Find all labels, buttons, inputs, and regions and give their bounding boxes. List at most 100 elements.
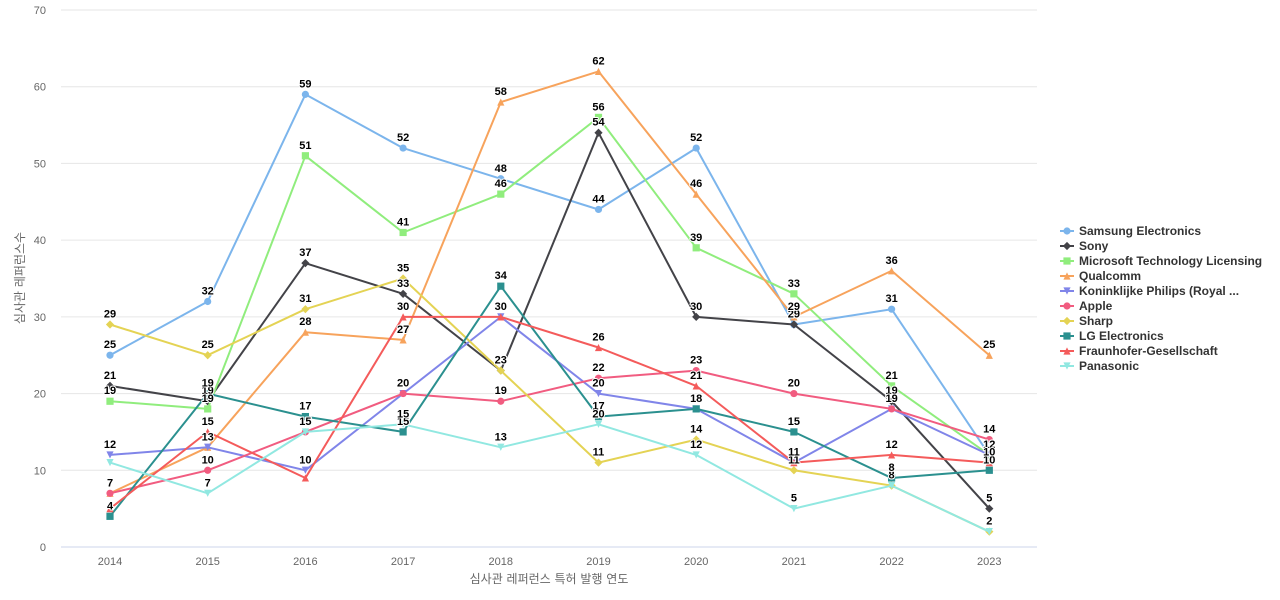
data-point-qualcomm — [888, 267, 896, 275]
data-point-samsung-electronics — [301, 90, 309, 98]
data-label-fraunhofer-gesellschaft: 10 — [983, 447, 995, 459]
y-tick-label: 10 — [34, 465, 46, 477]
data-point-apple — [594, 374, 603, 382]
x-tick-label: 2022 — [879, 556, 903, 568]
data-label-sony: 21 — [104, 370, 116, 382]
legend-item-panasonic[interactable]: Panasonic — [1060, 359, 1139, 373]
data-label-sharp: 35 — [397, 263, 409, 275]
data-label-microsoft-technology-licensing: 21 — [885, 370, 897, 382]
y-tick-label: 0 — [40, 542, 46, 554]
data-label-lg-electronics: 19 — [202, 378, 214, 390]
data-label-qualcomm: 29 — [788, 301, 800, 313]
data-label-microsoft-technology-licensing: 12 — [983, 439, 995, 451]
data-point-sony — [594, 128, 603, 137]
data-label-microsoft-technology-licensing: 41 — [397, 216, 409, 228]
data-label-apple: 19 — [885, 393, 897, 405]
legend-symbol — [1063, 332, 1071, 340]
data-label-microsoft-technology-licensing: 19 — [202, 393, 214, 405]
series-lg-electronics — [106, 282, 993, 520]
data-label-koninklijke-philips-royal: 11 — [788, 447, 800, 459]
data-label-samsung-electronics: 59 — [299, 78, 311, 90]
data-point-apple — [204, 466, 212, 474]
data-label-apple: 14 — [983, 424, 996, 436]
data-label-sony: 19 — [885, 385, 897, 397]
data-label-qualcomm: 46 — [690, 178, 702, 190]
data-label-qualcomm: 58 — [495, 86, 507, 98]
data-point-sharp — [789, 466, 798, 475]
legend-item-fraunhofer-gesellschaft[interactable]: Fraunhofer-Gesellschaft — [1060, 344, 1218, 358]
data-point-sharp — [692, 435, 701, 444]
legend-label: Sony — [1079, 239, 1109, 253]
data-point-panasonic — [692, 451, 700, 459]
series-fraunhofer-gesellschaft — [106, 313, 993, 513]
data-label-microsoft-technology-licensing: 51 — [299, 140, 311, 152]
legend-item-qualcomm[interactable]: Qualcomm — [1060, 269, 1141, 283]
data-point-qualcomm — [692, 190, 700, 198]
legend-label: Koninklijke Philips (Royal ... — [1079, 284, 1239, 298]
y-tick-label: 50 — [34, 158, 46, 170]
data-point-qualcomm — [790, 313, 798, 321]
data-label-qualcomm: 25 — [983, 339, 995, 351]
data-label-sharp: 29 — [104, 309, 116, 321]
data-point-microsoft-technology-licensing — [594, 113, 603, 121]
data-point-microsoft-technology-licensing — [497, 190, 505, 198]
data-point-fraunhofer-gesellschaft — [985, 459, 993, 467]
y-tick-label: 40 — [34, 235, 46, 247]
data-point-panasonic — [204, 489, 212, 497]
data-point-sony — [399, 289, 408, 298]
data-point-apple — [106, 489, 114, 497]
legend-label: Sharp — [1079, 314, 1113, 328]
data-point-fraunhofer-gesellschaft — [790, 459, 798, 467]
data-point-lg-electronics — [301, 412, 309, 421]
legend-label: Apple — [1079, 299, 1113, 313]
legend-item-apple[interactable]: Apple — [1060, 299, 1113, 313]
x-tick-label: 2017 — [391, 556, 415, 568]
legend-item-koninklijke-philips-royal[interactable]: Koninklijke Philips (Royal ... — [1060, 284, 1239, 298]
data-label-lg-electronics: 4 — [107, 500, 114, 512]
series-microsoft-technology-licensing — [106, 113, 993, 459]
data-point-koninklijke-philips-royal — [985, 451, 993, 459]
data-label-qualcomm: 27 — [397, 324, 409, 336]
data-point-microsoft-technology-licensing — [790, 290, 798, 298]
data-point-fraunhofer-gesellschaft — [497, 313, 505, 321]
legend-label: Fraunhofer-Gesellschaft — [1079, 344, 1218, 358]
data-label-lg-electronics: 15 — [397, 416, 409, 428]
data-point-koninklijke-philips-royal — [106, 451, 114, 459]
x-tick-label: 2019 — [586, 556, 610, 568]
data-point-samsung-electronics — [692, 144, 700, 152]
data-label-koninklijke-philips-royal: 12 — [104, 439, 116, 451]
legend-item-samsung-electronics[interactable]: Samsung Electronics — [1060, 224, 1201, 238]
y-tick-label: 60 — [34, 82, 46, 94]
legend-item-microsoft-technology-licensing[interactable]: Microsoft Technology Licensing — [1060, 254, 1262, 268]
data-label-samsung-electronics: 25 — [104, 339, 116, 351]
data-point-microsoft-technology-licensing — [301, 152, 309, 160]
data-label-samsung-electronics: 48 — [495, 163, 507, 175]
y-tick-label: 30 — [34, 312, 46, 324]
legend-item-sharp[interactable]: Sharp — [1060, 314, 1113, 328]
series-panasonic — [106, 420, 993, 536]
legend-item-lg-electronics[interactable]: LG Electronics — [1060, 329, 1164, 343]
data-label-fraunhofer-gesellschaft: 26 — [592, 332, 604, 344]
data-point-fraunhofer-gesellschaft — [301, 474, 309, 482]
legend-symbol — [1063, 257, 1071, 265]
data-label-panasonic: 20 — [592, 408, 604, 420]
x-tick-label: 2018 — [489, 556, 513, 568]
data-point-sony — [789, 320, 798, 329]
data-label-koninklijke-philips-royal: 10 — [299, 454, 311, 466]
legend-item-sony[interactable]: Sony — [1060, 239, 1109, 253]
data-label-qualcomm: 13 — [202, 431, 214, 443]
data-label-sony: 23 — [495, 355, 507, 367]
data-label-fraunhofer-gesellschaft: 21 — [690, 370, 702, 382]
data-point-lg-electronics — [399, 428, 407, 436]
data-point-sony — [105, 381, 115, 390]
data-label-lg-electronics: 8 — [889, 462, 895, 474]
data-label-sharp: 11 — [788, 454, 800, 466]
data-label-qualcomm: 62 — [592, 55, 604, 67]
data-point-fraunhofer-gesellschaft — [204, 428, 212, 436]
data-point-fraunhofer-gesellschaft — [692, 382, 700, 390]
data-point-microsoft-technology-licensing — [204, 405, 212, 413]
data-label-fraunhofer-gesellschaft: 30 — [397, 301, 409, 313]
x-tick-label: 2021 — [782, 556, 806, 568]
data-labels: 2532595248445229311221193733235430291951… — [103, 54, 997, 528]
